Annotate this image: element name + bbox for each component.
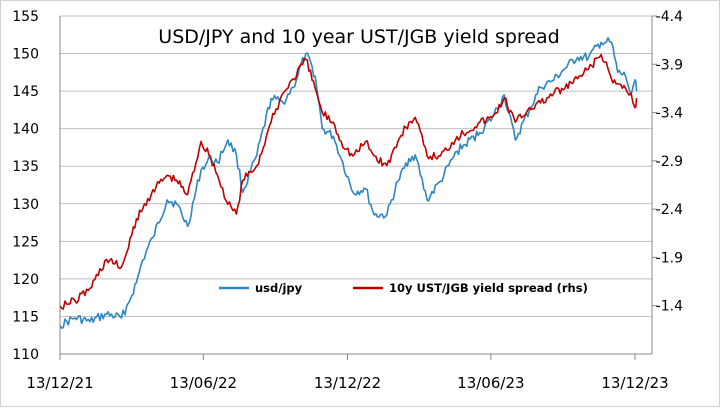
y-right-tick-label: -1.4 bbox=[656, 299, 683, 315]
y-left-tick-label: 135 bbox=[12, 159, 39, 175]
legend-label-yield-spread: 10y UST/JGB yield spread (rhs) bbox=[389, 281, 588, 295]
y-left-tick-label: 115 bbox=[12, 309, 39, 325]
x-tick-label: 13/06/22 bbox=[170, 374, 237, 392]
y-left-tick-label: 150 bbox=[12, 47, 39, 63]
series-line-usd-jpy bbox=[59, 37, 638, 329]
gridlines bbox=[60, 15, 652, 317]
x-tick-label: 13/06/23 bbox=[457, 374, 524, 392]
y-right-tick-label: -3.9 bbox=[656, 57, 683, 73]
y-right-tick-label: -4.4 bbox=[656, 9, 683, 25]
y-left-tick-label: 155 bbox=[12, 9, 39, 25]
series-lines bbox=[59, 37, 638, 329]
y-right-tick-label: -3.4 bbox=[656, 106, 683, 122]
series-line-yield-spread bbox=[59, 53, 638, 310]
chart-title: USD/JPY and 10 year UST/JGB yield spread bbox=[158, 26, 559, 48]
x-tick-label: 13/12/22 bbox=[314, 374, 381, 392]
legend: usd/jpy 10y UST/JGB yield spread (rhs) bbox=[219, 281, 588, 295]
y-right-tick-label: -1.9 bbox=[656, 250, 683, 266]
legend-label-usd-jpy: usd/jpy bbox=[255, 281, 303, 295]
y-left-tick-label: 140 bbox=[12, 122, 39, 138]
y-left-tick-label: 120 bbox=[12, 272, 39, 288]
x-tick-label: 13/12/21 bbox=[26, 374, 93, 392]
x-tick-label: 13/12/23 bbox=[601, 374, 668, 392]
y-right-tick-label: -2.4 bbox=[656, 202, 683, 218]
y-left-tick-label: 130 bbox=[12, 197, 39, 213]
y-right-tick-label: -2.9 bbox=[656, 154, 683, 170]
y-left-tick-label: 125 bbox=[12, 234, 39, 250]
y-left-tick-label: 145 bbox=[12, 84, 39, 100]
tick-labels: 110 115 120 125 130 135 140 145 150 155 -1.4 -1.9 -2… bbox=[12, 9, 683, 392]
y-left-tick-label: 110 bbox=[12, 347, 39, 363]
axes bbox=[59, 15, 657, 360]
